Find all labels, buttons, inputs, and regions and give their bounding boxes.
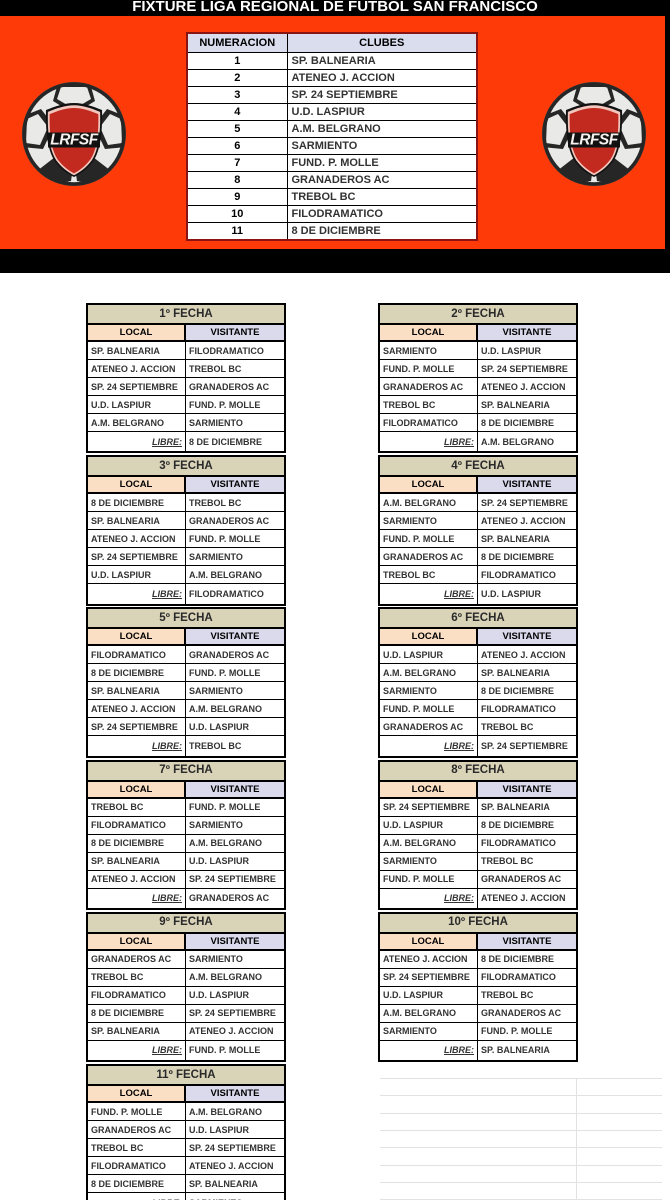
svg-text:LRFSF: LRFSF: [50, 132, 98, 149]
svg-text:LRFSF: LRFSF: [570, 132, 618, 149]
